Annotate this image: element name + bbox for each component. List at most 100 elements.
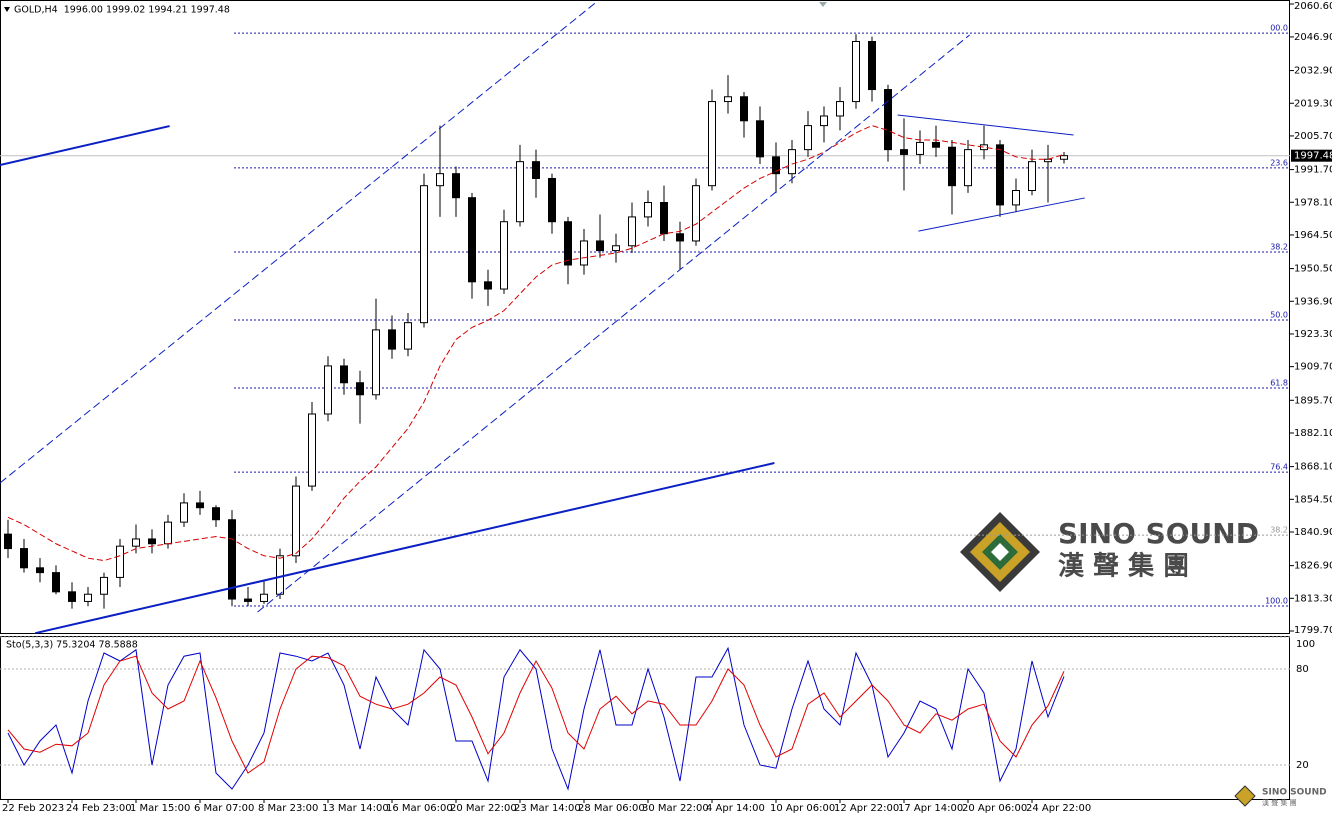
watermark: SINO SOUND 漢 聲 集 團 (960, 512, 1259, 592)
trendline (0, 2, 596, 484)
moving-average (7, 125, 1065, 562)
y-tick-label: 1799.70 (1294, 625, 1332, 636)
candle-body (468, 197, 476, 283)
candle-body (500, 221, 508, 290)
x-tick-label: 16 Mar 06:00 (386, 803, 453, 814)
x-tick-label: 6 Mar 07:00 (194, 803, 254, 814)
candle-body (228, 519, 236, 600)
y-tick-label: 1991.70 (1294, 165, 1332, 176)
y-tick-label: 1813.30 (1294, 593, 1332, 604)
x-tick-label: 30 Mar 22:00 (642, 803, 709, 814)
x-tick-label: 20 Mar 22:00 (450, 803, 517, 814)
footer-logo: SINO SOUND 漢 聲 集 團 (1234, 785, 1327, 807)
candle-body (372, 329, 380, 396)
trendline (0, 125, 170, 166)
candle-body (516, 161, 524, 223)
candle-body (980, 144, 988, 151)
shift-marker (819, 2, 827, 7)
candle-body (244, 598, 252, 602)
x-tick-label: 24 Apr 22:00 (1026, 803, 1091, 814)
candle-body (404, 322, 412, 350)
candle-body (388, 329, 396, 350)
y-tick-label: 1882.10 (1294, 428, 1332, 439)
y-tick-label: 2032.90 (1294, 66, 1332, 77)
watermark-name: SINO SOUND (1058, 517, 1259, 550)
y-tick-label: 80 (1296, 664, 1309, 675)
candle-body (116, 545, 124, 578)
candle-body (836, 101, 844, 117)
candle-body (916, 141, 924, 155)
trendline (257, 34, 970, 613)
candle-body (868, 40, 876, 91)
x-tick-label: 20 Apr 06:00 (962, 803, 1027, 814)
candle-body (20, 548, 28, 569)
x-tick-label: 23 Mar 14:00 (514, 803, 581, 814)
candle-body (260, 593, 268, 602)
candle-body (596, 240, 604, 252)
y-tick-label: 2019.30 (1294, 98, 1332, 109)
menu-arrow (4, 7, 10, 12)
candle-body (724, 96, 732, 103)
candle-body (788, 149, 796, 175)
fib-label: 38.2 (1270, 243, 1288, 252)
fib-label: 61.8 (1270, 379, 1288, 388)
x-tick-label: 12 Apr 22:00 (834, 803, 899, 814)
trendline (34, 462, 775, 635)
x-tick-label: 10 Apr 06:00 (770, 803, 835, 814)
candle-body (292, 485, 300, 557)
footer-logo-name: SINO SOUND (1262, 788, 1327, 798)
y-tick-label: 2060.60 (1294, 1, 1332, 12)
y-tick-label: 1978.10 (1294, 197, 1332, 208)
x-tick-label: 13 Mar 14:00 (322, 803, 389, 814)
fib-label: 100.0 (1265, 597, 1288, 606)
candle-body (852, 40, 860, 103)
candle-body (692, 185, 700, 242)
candle-body (932, 141, 940, 148)
candle-body (628, 216, 636, 247)
footer-logo-mark (1234, 785, 1256, 807)
candle-body (676, 233, 684, 242)
candle-body (436, 173, 444, 187)
candle-body (1028, 161, 1036, 191)
logo-core (991, 543, 1009, 561)
candle-body (68, 591, 76, 602)
fib-label: 23.6 (1270, 158, 1288, 167)
candle-body (548, 177, 556, 223)
candle-body (324, 365, 332, 415)
candle-body (164, 521, 172, 545)
watermark-chinese: 漢 聲 集 團 (1058, 551, 1189, 582)
y-tick-label: 1936.90 (1294, 296, 1332, 307)
y-tick-label: 1854.50 (1294, 494, 1332, 505)
y-tick-label: 1950.50 (1294, 264, 1332, 275)
candle-body (580, 240, 588, 266)
candle-body (948, 146, 956, 187)
candle-body (340, 365, 348, 384)
y-tick-label: 1895.70 (1294, 395, 1332, 406)
x-tick-label: 8 Mar 23:00 (258, 803, 318, 814)
last-price-label: 1997.48 (1294, 151, 1332, 162)
y-tick-label: 2046.90 (1294, 32, 1332, 43)
x-tick-label: 22 Feb 2023 (2, 803, 64, 814)
candle-body (1012, 189, 1020, 206)
trendline (918, 197, 1085, 232)
stochastic-line (7, 646, 1065, 791)
candle-body (36, 567, 44, 574)
y-tick-label: 1826.90 (1294, 561, 1332, 572)
chart-header: GOLD,H4 1996.00 1999.02 1994.21 1997.48 (14, 5, 230, 16)
x-tick-label: 24 Feb 23:00 (66, 803, 132, 814)
candle-body (308, 413, 316, 487)
fib-label: 38.2 (1270, 526, 1288, 535)
main-panel (0, 0, 1290, 634)
y-tick-label: 1964.50 (1294, 230, 1332, 241)
footer-logo-chinese: 漢 聲 集 團 (1262, 798, 1297, 807)
x-tick-label: 1 Mar 15:00 (130, 803, 190, 814)
candle-body (180, 502, 188, 523)
candle-body (148, 538, 156, 545)
y-tick-label: 1923.30 (1294, 329, 1332, 340)
candle-body (660, 202, 668, 235)
y-tick-label: 100 (1296, 639, 1315, 650)
candle-body (884, 89, 892, 151)
fib-label: 50.0 (1270, 311, 1288, 320)
